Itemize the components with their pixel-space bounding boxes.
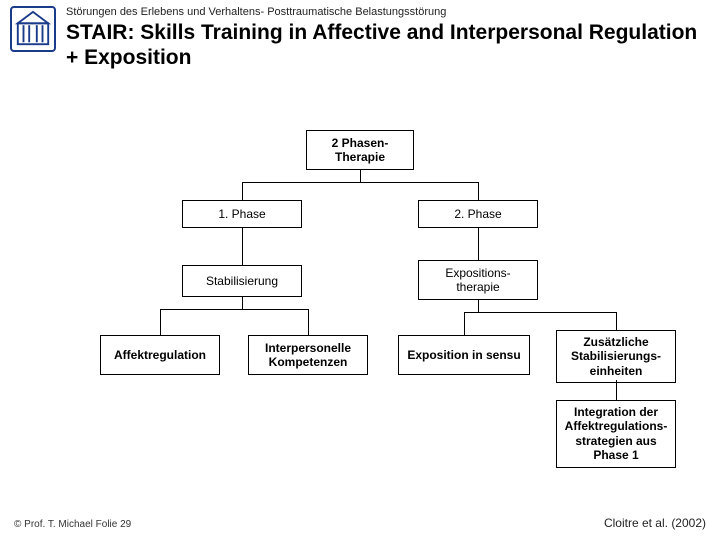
connector — [464, 312, 465, 335]
slide-header: Störungen des Erlebens und Verhaltens- P… — [0, 0, 720, 70]
node-stab: Stabilisierung — [182, 265, 302, 297]
connector — [242, 228, 243, 265]
connector — [360, 170, 361, 182]
connector — [308, 309, 309, 335]
connector — [478, 182, 479, 200]
connector — [242, 182, 478, 183]
footer-citation: Cloitre et al. (2002) — [604, 516, 706, 530]
connector — [478, 300, 479, 312]
slide-title: STAIR: Skills Training in Affective and … — [66, 20, 710, 70]
connector — [478, 228, 479, 260]
connector — [160, 309, 308, 310]
university-logo — [10, 6, 56, 52]
node-p1: 1. Phase — [182, 200, 302, 228]
tree-diagram: 2 Phasen-Therapie 1. Phase 2. Phase Stabili… — [0, 110, 720, 470]
node-zus: ZusätzlicheStabilisierungs-einheiten — [556, 330, 676, 383]
connector — [464, 312, 616, 313]
node-integ: Integration derAffektregulations-strateg… — [556, 400, 676, 468]
node-p2: 2. Phase — [418, 200, 538, 228]
connector — [616, 312, 617, 330]
connector — [242, 297, 243, 309]
node-expo: Expositions-therapie — [418, 260, 538, 300]
footer-author: © Prof. T. Michael Folie 29 — [14, 519, 131, 530]
slide-pretitle: Störungen des Erlebens und Verhaltens- P… — [66, 6, 710, 18]
connector — [616, 380, 617, 400]
node-sensu: Exposition in sensu — [398, 335, 530, 375]
logo-icon — [14, 10, 52, 48]
connector — [160, 309, 161, 335]
node-root: 2 Phasen-Therapie — [306, 130, 414, 170]
node-inter: InterpersonelleKompetenzen — [248, 335, 368, 375]
connector — [242, 182, 243, 200]
node-aff: Affektregulation — [100, 335, 220, 375]
